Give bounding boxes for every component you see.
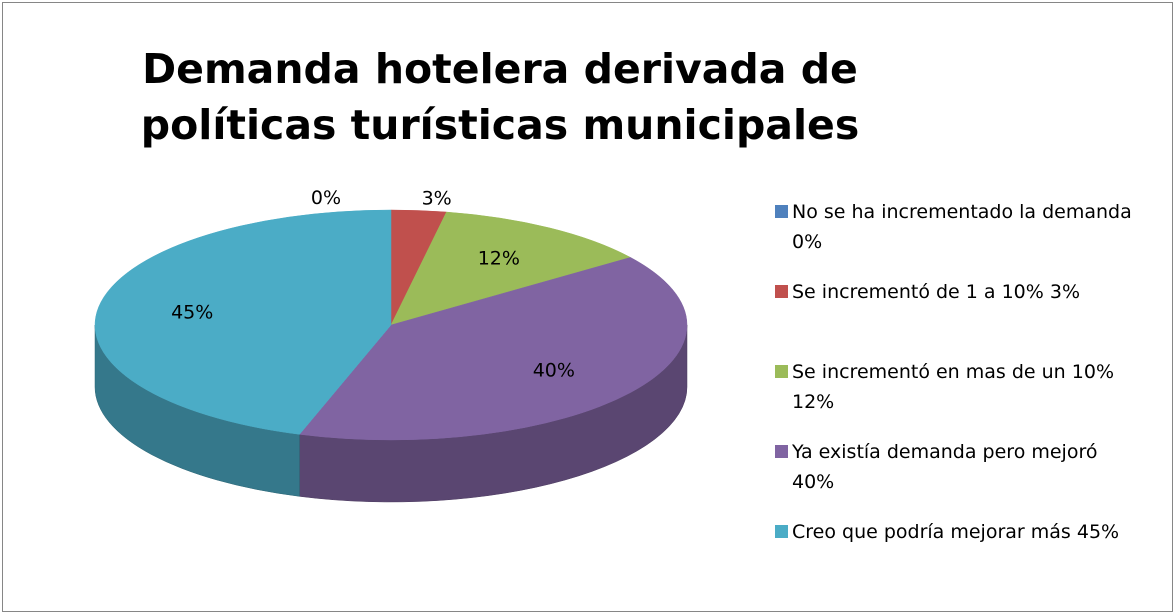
data-label: 45%	[171, 301, 213, 323]
data-label: 0%	[311, 187, 341, 209]
chart-title: Demanda hotelera derivada de políticas tu…	[141, 45, 859, 149]
legend-swatch	[775, 205, 788, 218]
data-label: 3%	[422, 188, 452, 210]
legend-label: Creo que podría mejorar más 45%	[792, 521, 1119, 543]
legend-label: Ya existía demanda pero mejoró 40%	[791, 441, 1097, 493]
legend-label: No se ha incrementado la demanda 0%	[792, 201, 1132, 253]
slice	[94, 209, 392, 435]
legend-swatch	[775, 525, 788, 538]
data-label: 40%	[533, 359, 575, 381]
slice	[299, 257, 688, 441]
legend-swatch	[775, 365, 788, 378]
data-label: 12%	[478, 247, 520, 269]
legend-swatch	[775, 285, 788, 298]
legend-label: Se incrementó en mas de un 10% 12%	[792, 361, 1114, 413]
legend-swatch	[775, 445, 788, 458]
slice	[390, 211, 632, 326]
legend-label: Se incrementó de 1 a 10% 3%	[792, 281, 1080, 303]
